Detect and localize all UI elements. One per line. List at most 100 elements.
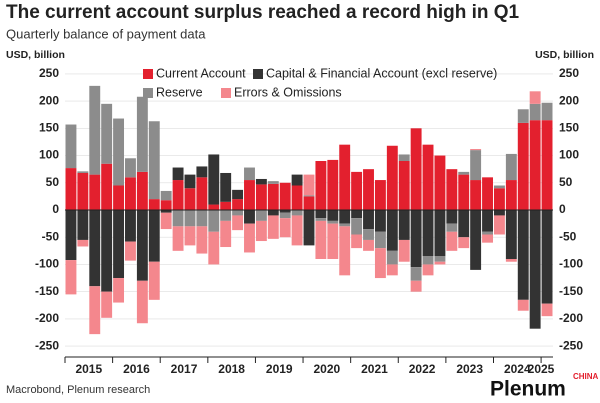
y2-tick-label: -50 — [559, 229, 577, 243]
bar-segment — [470, 180, 482, 210]
bar-segment — [327, 210, 339, 221]
bar-segment — [125, 210, 136, 242]
bar-segment — [101, 103, 113, 164]
bar-segment — [101, 291, 113, 318]
bar-segment — [351, 218, 363, 235]
bar-segment — [77, 239, 89, 247]
bar-segment — [208, 231, 220, 265]
y-tick-label: -250 — [35, 338, 59, 352]
y2-tick-label: -200 — [559, 311, 583, 325]
bar-segment — [315, 220, 327, 259]
bar-segment — [208, 210, 220, 232]
bar-segment — [279, 212, 291, 219]
y-tick-label: -150 — [35, 284, 59, 298]
bar-segment — [541, 210, 553, 304]
bar-segment — [434, 155, 446, 210]
bar-segment — [172, 226, 184, 251]
bar-segment — [89, 85, 101, 175]
bar-segment — [220, 220, 232, 248]
bar-segment — [529, 120, 541, 210]
bar-segment — [125, 177, 136, 210]
bar-segment — [220, 172, 232, 202]
bar-segment — [255, 210, 267, 221]
y2-tick-label: -100 — [559, 257, 583, 271]
legend-swatch — [143, 88, 153, 98]
bar-segment — [65, 124, 77, 169]
bar-segment — [398, 154, 410, 161]
bar-segment — [160, 190, 172, 201]
bar-segment — [148, 261, 160, 300]
x-tick-label: 2020 — [314, 362, 341, 376]
bar-segment — [374, 210, 386, 232]
bar-segment — [541, 303, 553, 317]
bar-segment — [232, 210, 244, 216]
bar-segment — [184, 210, 196, 227]
bar-segment — [363, 210, 374, 230]
bar-segment — [220, 210, 232, 221]
y2-tick-label: 250 — [559, 66, 579, 80]
bar-segment — [279, 218, 291, 238]
bar-segment — [303, 195, 315, 197]
bar-segment — [529, 103, 541, 121]
legend-label: Errors & Omissions — [234, 85, 342, 99]
bar-segment — [208, 204, 220, 210]
bar-segment — [160, 212, 172, 230]
bar-segment — [172, 210, 184, 227]
bar-segment — [327, 220, 339, 224]
x-tick-label: 2015 — [75, 362, 102, 376]
bar-segment — [148, 210, 160, 262]
bar-segment — [434, 261, 446, 265]
bar-segment — [89, 174, 101, 210]
bar-segment — [470, 149, 482, 151]
bar-segment — [363, 169, 374, 210]
bar-segment — [339, 226, 351, 276]
bar-segment — [446, 231, 458, 251]
bar-segment — [244, 167, 255, 181]
x-tick-label: 2022 — [409, 362, 436, 376]
y2-axis-label: USD, billion — [535, 49, 594, 61]
bar-segment — [244, 210, 255, 224]
bar-segment — [458, 174, 470, 210]
bar-segment — [410, 128, 422, 210]
bar-segment — [267, 215, 279, 239]
bar-segment — [196, 177, 208, 210]
bar-segment — [196, 166, 208, 178]
bar-segment — [482, 231, 493, 235]
bar-segment — [303, 196, 315, 210]
bar-segment — [505, 153, 517, 181]
legend-swatch — [143, 69, 153, 79]
bar-segment — [136, 210, 148, 281]
bar-segment — [505, 210, 517, 259]
bar-segment — [267, 183, 279, 210]
bar-segment — [434, 210, 446, 257]
logo-sup: CHINA — [573, 372, 599, 381]
bar-segment — [113, 210, 125, 279]
bar-segment — [196, 226, 208, 254]
bar-segment — [244, 180, 255, 210]
legend-label: Capital & Financial Account (excl reserv… — [266, 66, 497, 80]
bar-segment — [470, 150, 482, 181]
bar-segment — [493, 215, 505, 235]
bar-segment — [398, 210, 410, 240]
bar-segment — [291, 185, 303, 210]
bar-segment — [125, 241, 136, 261]
bar-segment — [374, 231, 386, 249]
bar-segment — [422, 264, 434, 276]
bar-segment — [529, 210, 541, 329]
bar-segment — [398, 239, 410, 262]
bar-segment — [267, 210, 279, 216]
bar-segment — [505, 259, 517, 262]
bar-segment — [65, 168, 77, 210]
bar-segment — [89, 286, 101, 335]
bar-segment — [303, 174, 315, 196]
bar-segment — [493, 185, 505, 189]
bar-segment — [410, 210, 422, 268]
bar-segment — [434, 256, 446, 262]
bar-segment — [339, 210, 351, 224]
bar-segment — [493, 210, 505, 216]
chart-title: The current account surplus reached a re… — [6, 2, 520, 23]
legend-swatch — [221, 88, 231, 98]
logo: Plenum — [490, 378, 566, 401]
bar-segment — [172, 167, 184, 181]
